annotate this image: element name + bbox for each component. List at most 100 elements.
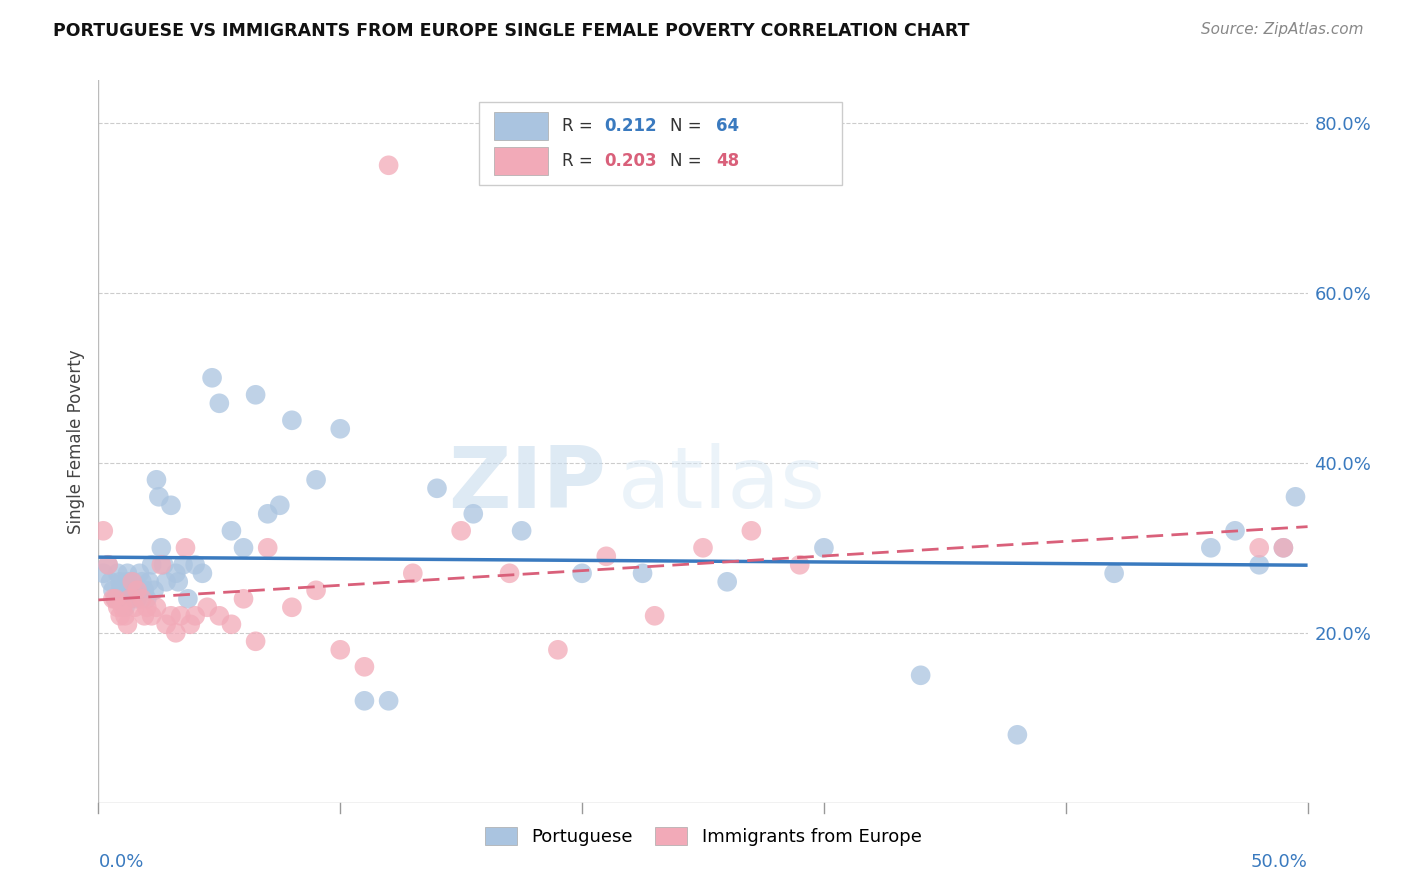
Point: [114, 608, 136, 623]
Point: [232, 541, 254, 555]
Point: [150, 558, 173, 572]
Point: [201, 371, 224, 385]
Text: 50.0%: 50.0%: [1251, 854, 1308, 871]
Point: [124, 583, 146, 598]
Point: [118, 591, 141, 606]
Point: [184, 608, 207, 623]
Point: [121, 574, 143, 589]
Point: [245, 388, 267, 402]
Text: Source: ZipAtlas.com: Source: ZipAtlas.com: [1201, 22, 1364, 37]
Point: [135, 591, 157, 606]
Point: [172, 558, 194, 572]
Point: [377, 694, 399, 708]
Point: [118, 583, 141, 598]
Point: [221, 524, 243, 538]
Y-axis label: Single Female Poverty: Single Female Poverty: [66, 350, 84, 533]
Point: [740, 524, 762, 538]
FancyBboxPatch shape: [494, 112, 548, 139]
Point: [91, 566, 114, 581]
Text: N =: N =: [671, 153, 707, 170]
Point: [145, 600, 167, 615]
Point: [111, 583, 134, 598]
Point: [281, 600, 304, 615]
Point: [631, 566, 654, 581]
Text: R =: R =: [561, 117, 598, 135]
Text: PORTUGUESE VS IMMIGRANTS FROM EUROPE SINGLE FEMALE POVERTY CORRELATION CHART: PORTUGUESE VS IMMIGRANTS FROM EUROPE SIN…: [53, 22, 970, 40]
Point: [510, 524, 533, 538]
Text: ZIP: ZIP: [449, 443, 606, 526]
Point: [789, 558, 811, 572]
Point: [644, 608, 666, 623]
Text: 48: 48: [716, 153, 740, 170]
Point: [107, 566, 129, 581]
Point: [353, 660, 375, 674]
FancyBboxPatch shape: [494, 147, 548, 175]
Point: [256, 541, 278, 555]
Point: [134, 608, 156, 623]
Point: [353, 694, 375, 708]
Point: [1102, 566, 1125, 581]
Point: [111, 591, 134, 606]
Point: [450, 524, 472, 538]
Point: [305, 583, 328, 598]
Point: [108, 574, 131, 589]
Point: [269, 498, 291, 512]
Point: [547, 642, 569, 657]
Point: [208, 396, 231, 410]
Point: [152, 558, 174, 572]
Point: [165, 566, 187, 581]
Point: [155, 617, 177, 632]
Point: [100, 574, 122, 589]
Point: [177, 591, 200, 606]
Point: [101, 591, 124, 606]
Point: [131, 574, 153, 589]
Point: [160, 498, 183, 512]
Point: [141, 558, 163, 572]
Point: [184, 558, 207, 572]
Point: [118, 591, 141, 606]
Point: [127, 591, 149, 606]
Point: [595, 549, 617, 564]
Point: [148, 490, 170, 504]
Point: [104, 591, 127, 606]
Point: [329, 642, 352, 657]
Point: [179, 617, 201, 632]
Point: [108, 583, 131, 598]
Point: [111, 600, 134, 615]
Text: N =: N =: [671, 117, 707, 135]
Point: [191, 566, 214, 581]
Point: [426, 481, 449, 495]
Point: [281, 413, 304, 427]
Text: 64: 64: [716, 117, 740, 135]
Point: [145, 473, 167, 487]
Point: [813, 541, 835, 555]
Point: [1249, 541, 1271, 555]
Point: [135, 600, 157, 615]
Point: [108, 608, 131, 623]
FancyBboxPatch shape: [479, 102, 842, 185]
Point: [1272, 541, 1295, 555]
Point: [107, 600, 129, 615]
Point: [498, 566, 520, 581]
Text: 0.212: 0.212: [603, 117, 657, 135]
Point: [174, 541, 197, 555]
Point: [101, 583, 124, 598]
Point: [141, 608, 163, 623]
Point: [1272, 541, 1295, 555]
Point: [117, 617, 139, 632]
Text: atlas: atlas: [619, 443, 827, 526]
Point: [402, 566, 425, 581]
Point: [245, 634, 267, 648]
Point: [134, 583, 156, 598]
Point: [127, 583, 149, 598]
Text: 0.0%: 0.0%: [98, 854, 143, 871]
Point: [114, 600, 136, 615]
Point: [150, 541, 173, 555]
Point: [463, 507, 485, 521]
Text: R =: R =: [561, 153, 598, 170]
Point: [256, 507, 278, 521]
Point: [169, 608, 191, 623]
Point: [1249, 558, 1271, 572]
Point: [377, 158, 399, 172]
Point: [232, 591, 254, 606]
